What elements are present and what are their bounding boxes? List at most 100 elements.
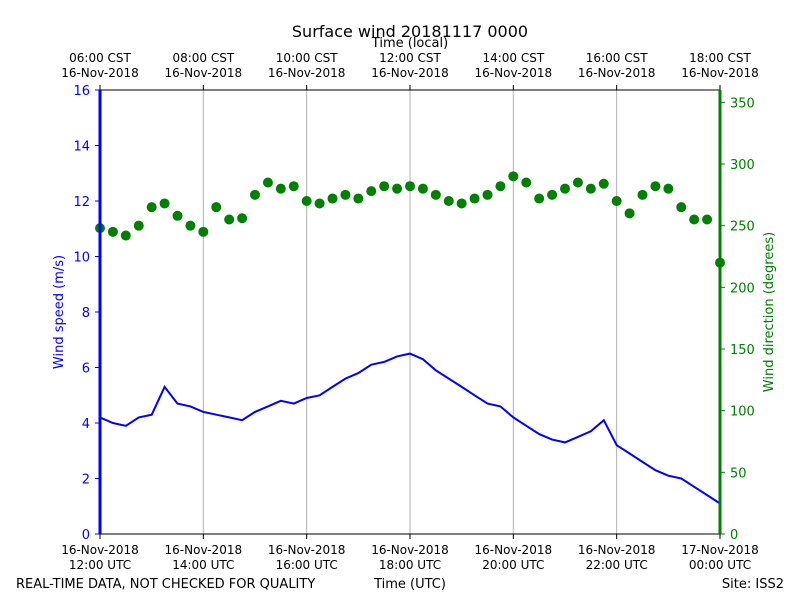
- direction-point: [133, 220, 144, 231]
- x-tick-time: 16:00 UTC: [276, 558, 338, 572]
- direction-point: [340, 189, 351, 200]
- direction-point: [288, 181, 299, 192]
- direction-point: [107, 226, 118, 237]
- left-tick-label: 0: [82, 528, 90, 543]
- top-tick-time: 10:00 CST: [276, 51, 338, 65]
- top-tick-date: 16-Nov-2018: [371, 66, 449, 80]
- right-tick-label: 150: [730, 343, 755, 358]
- direction-point: [534, 193, 545, 204]
- right-tick-label: 0: [730, 528, 738, 543]
- direction-point: [521, 177, 532, 188]
- direction-point: [405, 181, 415, 192]
- direction-point: [379, 181, 390, 192]
- direction-point: [250, 189, 260, 200]
- right-tick-label: 300: [730, 158, 755, 173]
- direction-point: [430, 189, 441, 200]
- direction-point: [598, 178, 609, 189]
- direction-point: [146, 202, 157, 213]
- direction-point: [443, 196, 454, 206]
- top-tick-date: 16-Nov-2018: [475, 66, 553, 80]
- footer-quality-note: REAL-TIME DATA, NOT CHECKED FOR QUALITY: [16, 577, 315, 592]
- direction-point: [676, 202, 687, 213]
- direction-point: [172, 210, 183, 221]
- x-tick-time: 12:00 UTC: [69, 558, 131, 572]
- direction-point: [224, 214, 235, 225]
- x-tick-date: 16-Nov-2018: [268, 543, 346, 557]
- x-tick-time: 18:00 UTC: [379, 558, 441, 572]
- left-tick-label: 2: [82, 473, 90, 488]
- left-tick-label: 14: [73, 140, 90, 155]
- top-tick-time: 18:00 CST: [689, 51, 751, 65]
- left-tick-label: 12: [73, 195, 90, 210]
- direction-point: [366, 186, 377, 197]
- x-tick-date: 16-Nov-2018: [475, 543, 553, 557]
- site-label: Site: ISS2: [722, 577, 784, 592]
- top-tick-date: 16-Nov-2018: [681, 66, 759, 80]
- x-tick-time: 22:00 UTC: [586, 558, 648, 572]
- wind-speed-line: [99, 352, 721, 505]
- direction-point: [314, 198, 325, 209]
- direction-point: [702, 214, 713, 225]
- direction-point: [392, 183, 403, 194]
- direction-point: [211, 202, 222, 213]
- direction-point: [456, 198, 467, 209]
- top-tick-time: 06:00 CST: [69, 51, 131, 65]
- direction-point: [508, 171, 519, 182]
- direction-point: [262, 177, 273, 188]
- x-tick-time: 00:00 UTC: [689, 558, 751, 572]
- right-tick-label: 200: [730, 281, 755, 296]
- direction-point: [353, 193, 364, 204]
- x-tick-date: 17-Nov-2018: [681, 543, 759, 557]
- gridlines: [202, 90, 618, 534]
- direction-point: [585, 183, 596, 194]
- top-tick-date: 16-Nov-2018: [268, 66, 346, 80]
- right-axis-label: Wind direction (degrees): [762, 232, 777, 392]
- direction-point: [469, 193, 480, 204]
- direction-point: [185, 220, 196, 231]
- direction-point: [237, 213, 248, 224]
- x-tick-time: 20:00 UTC: [482, 558, 544, 572]
- left-tick-label: 16: [73, 84, 90, 99]
- left-axis: 0 2 4 6 8 10 12 14 16: [73, 84, 100, 543]
- left-axis-label: Wind speed (m/s): [52, 255, 67, 369]
- top-axis-label: Time (local): [371, 36, 448, 51]
- direction-point: [572, 177, 583, 188]
- left-tick-label: 4: [82, 417, 90, 432]
- left-tick-label: 10: [73, 251, 90, 266]
- top-tick-time: 12:00 CST: [379, 51, 441, 65]
- direction-point: [611, 196, 622, 206]
- direction-point: [482, 189, 493, 200]
- x-tick-date: 16-Nov-2018: [371, 543, 449, 557]
- top-tick-date: 16-Nov-2018: [61, 66, 139, 80]
- direction-point: [560, 183, 570, 194]
- right-axis: 0 50 100 150 200 250 300 350: [720, 96, 755, 543]
- x-tick-date: 16-Nov-2018: [578, 543, 656, 557]
- direction-point: [650, 181, 661, 192]
- top-tick-time: 08:00 CST: [172, 51, 234, 65]
- x-tick-date: 16-Nov-2018: [61, 543, 139, 557]
- direction-point: [159, 198, 170, 209]
- direction-point: [327, 193, 338, 204]
- top-tick-time: 16:00 CST: [586, 51, 648, 65]
- direction-point: [275, 183, 286, 194]
- right-tick-label: 50: [730, 466, 747, 481]
- right-tick-label: 250: [730, 220, 755, 235]
- chart-title: Surface wind 20181117 0000: [292, 22, 528, 41]
- x-axis-label: Time (UTC): [373, 577, 446, 592]
- direction-point: [417, 183, 428, 194]
- direction-point: [120, 230, 131, 241]
- top-tick-time: 14:00 CST: [482, 51, 544, 65]
- direction-point: [689, 214, 700, 225]
- left-tick-label: 8: [82, 306, 90, 321]
- left-tick-label: 6: [82, 362, 90, 377]
- direction-point: [663, 183, 674, 194]
- direction-point: [547, 189, 558, 200]
- direction-point: [495, 181, 506, 192]
- top-tick-date: 16-Nov-2018: [578, 66, 656, 80]
- right-tick-label: 100: [730, 405, 755, 420]
- direction-point: [637, 189, 648, 200]
- direction-point: [198, 226, 209, 237]
